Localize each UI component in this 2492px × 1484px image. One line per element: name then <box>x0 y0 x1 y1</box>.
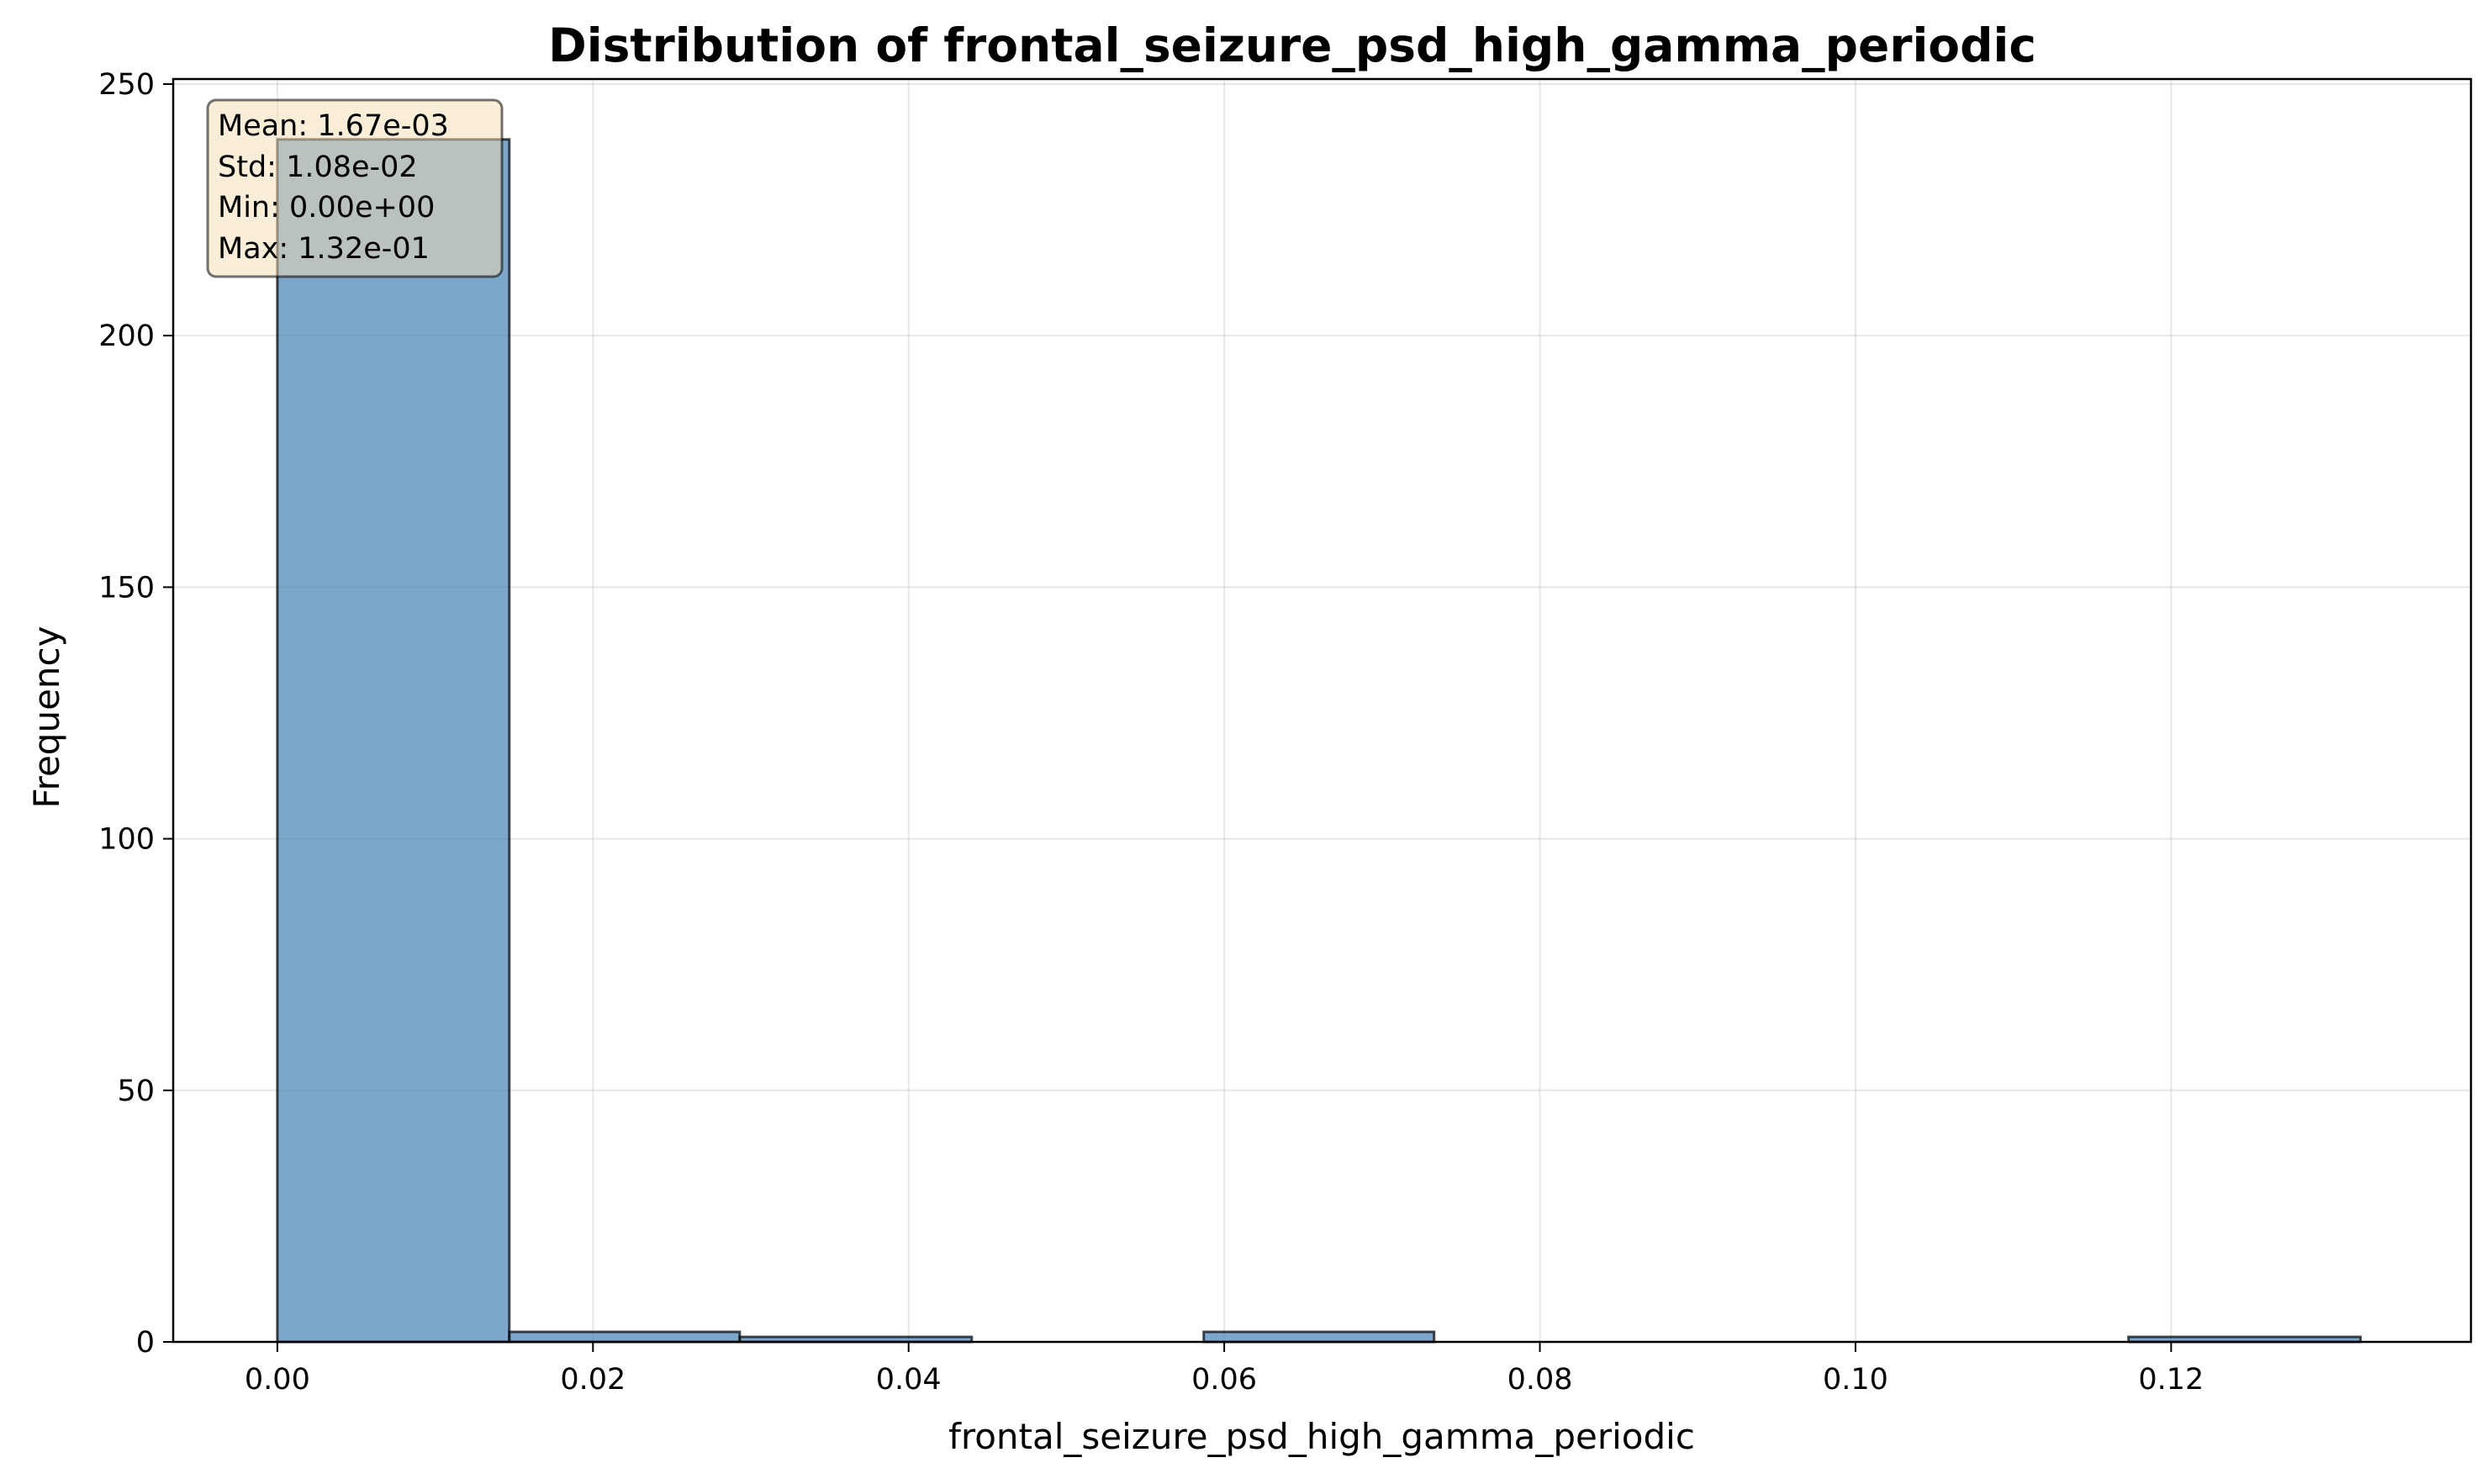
y-tick-label: 0 <box>136 1326 155 1360</box>
histogram-bar <box>276 138 511 1344</box>
x-tick-label: 0.12 <box>2138 1363 2204 1397</box>
x-tick-label: 0.06 <box>1191 1363 1257 1397</box>
histogram-bar <box>1202 1330 1436 1344</box>
y-tick-label: 150 <box>98 571 155 605</box>
x-tick-label: 0.08 <box>1507 1363 1573 1397</box>
y-tick-label: 250 <box>98 68 155 102</box>
stats-min: Min: 0.00e+00 <box>218 191 435 224</box>
stats-max: Max: 1.32e-01 <box>218 232 430 266</box>
stats-std: Std: 1.08e-02 <box>218 151 418 184</box>
stats-box-background <box>206 98 504 278</box>
y-tick-label: 50 <box>117 1075 155 1108</box>
stats-mean: Mean: 1.67e-03 <box>218 109 449 143</box>
x-axis-ticks: 0.00 0.02 0.04 0.06 0.08 0.10 0.12 <box>245 1342 2204 1397</box>
x-axis-label: frontal_seizure_psd_high_gamma_periodic <box>948 1416 1695 1457</box>
chart-title: Distribution of frontal_seizure_psd_high… <box>548 18 2036 72</box>
y-tick-label: 200 <box>98 320 155 353</box>
stats-box: Mean: 1.67e-03 Std: 1.08e-02 Min: 0.00e+… <box>206 98 504 278</box>
x-tick-label: 0.04 <box>876 1363 942 1397</box>
plot-frame <box>172 77 2473 1344</box>
y-tick-label: 100 <box>98 823 155 857</box>
histogram-bars <box>276 138 2363 1344</box>
x-tick-label: 0.10 <box>1823 1363 1888 1397</box>
histogram-bar <box>508 1330 742 1344</box>
x-tick-label: 0.00 <box>245 1363 310 1397</box>
y-axis-label: Frequency <box>26 626 67 809</box>
x-tick-label: 0.02 <box>560 1363 626 1397</box>
grid-lines <box>173 79 2471 1343</box>
y-axis-ticks: 0 50 100 150 200 250 <box>98 68 173 1360</box>
